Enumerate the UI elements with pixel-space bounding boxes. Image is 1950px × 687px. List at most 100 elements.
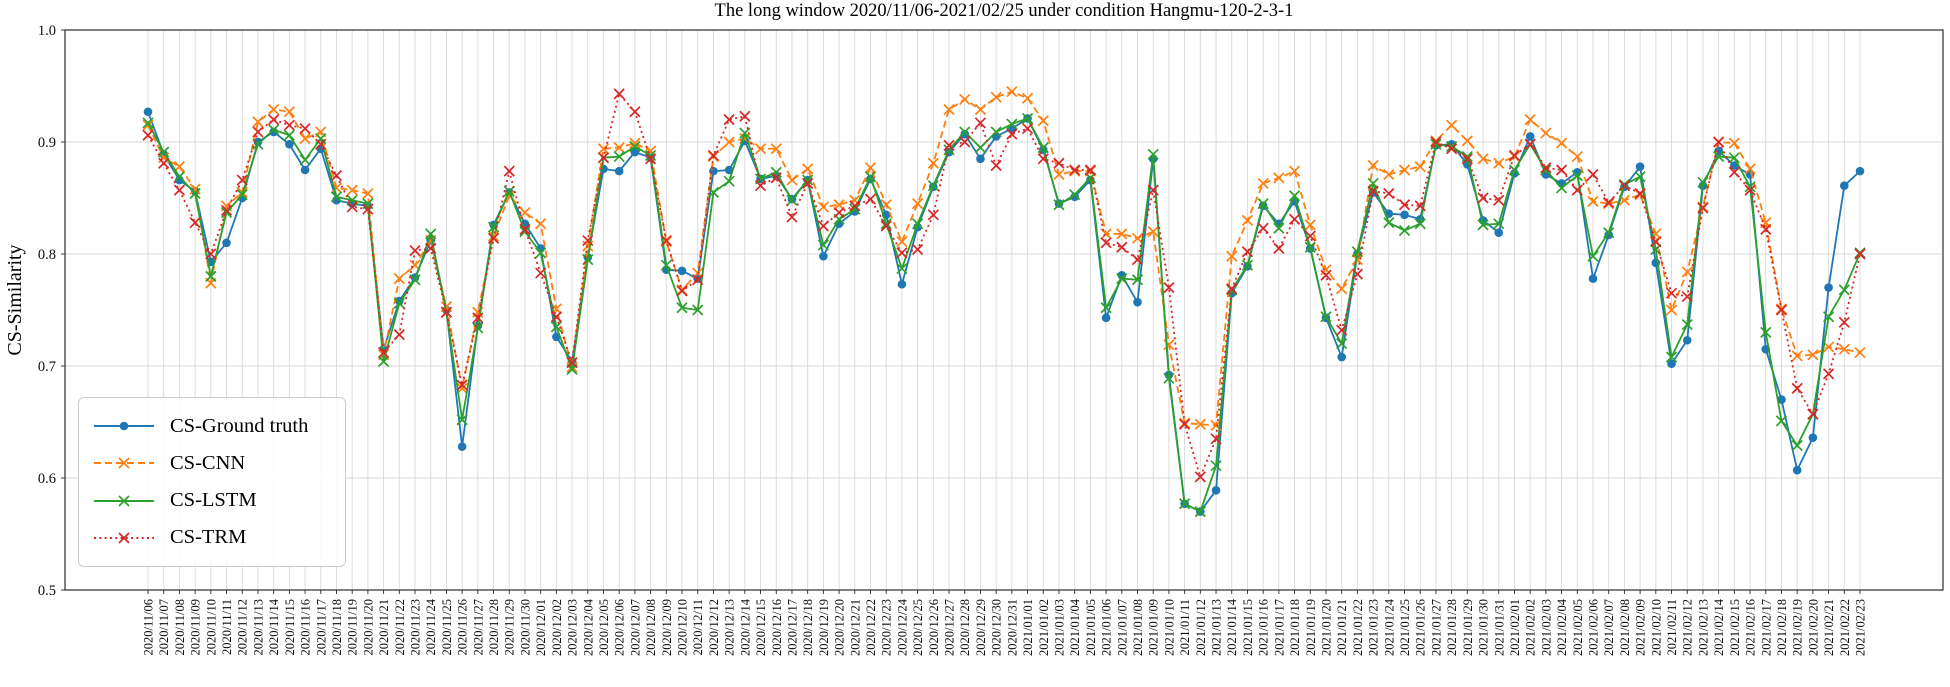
x-tick-label: 2020/12/12 [707, 599, 721, 656]
series-cs-cnn-marker-x [283, 106, 295, 118]
x-tick-label: 2020/11/15 [283, 599, 297, 655]
series-cs-cnn-marker-x [912, 197, 924, 210]
series-cs-cnn-marker-x [487, 230, 500, 242]
series-cs-trm-marker-x [1116, 241, 1128, 253]
series-cs-trm-marker-x [1304, 230, 1316, 242]
series-cs-cnn-marker-x [142, 119, 154, 131]
series-cs-trm-marker-x [1477, 192, 1489, 204]
series-cs-lstm-marker-x [1179, 498, 1191, 510]
x-tick-label: 2020/12/13 [723, 599, 737, 656]
x-tick-label: 2020/12/03 [566, 599, 580, 656]
x-tick-label: 2021/02/20 [1806, 599, 1820, 656]
series-cs-cnn-marker-x [1744, 163, 1756, 175]
series-cs-ground-truth-marker-circle [253, 137, 263, 147]
x-tick-label: 2020/12/05 [597, 599, 611, 656]
series-cs-trm-marker-x [1697, 202, 1709, 214]
series-cs-trm-marker-x [1383, 187, 1395, 200]
series-cs-lstm-marker-x [1351, 246, 1363, 258]
legend-cs-ground-truth-marker-circle [119, 421, 129, 431]
x-tick-label: 2020/11/21 [377, 599, 391, 655]
series-cs-cnn-marker-x [1053, 168, 1065, 181]
x-tick-label: 2020/11/23 [409, 599, 423, 655]
series-cs-lstm-marker-x [1493, 218, 1505, 230]
series-cs-trm-marker-x [456, 379, 468, 391]
series-cs-ground-truth-marker-circle [991, 132, 1001, 141]
series-cs-ground-truth-marker-circle [222, 238, 231, 248]
series-cs-ground-truth-marker-circle [1525, 132, 1535, 141]
series-cs-ground-truth-marker-circle [300, 165, 310, 175]
series-cs-lstm-marker-x [1477, 219, 1489, 231]
series-cs-trm-marker-x [1210, 433, 1222, 445]
series-cs-trm-marker-x [1822, 368, 1835, 380]
x-tick-label: 2021/01/05 [1084, 599, 1098, 656]
series-cs-lstm-marker-x [1665, 351, 1678, 363]
series-cs-lstm-marker-x [880, 218, 892, 230]
series-cs-lstm-marker-x [723, 175, 735, 187]
series-cs-trm-marker-x [833, 206, 845, 219]
plot-border [64, 29, 1944, 591]
x-tick-label: 2021/02/13 [1696, 599, 1710, 656]
series-cs-lstm-marker-x [1744, 181, 1756, 193]
series-cs-trm-marker-x [582, 234, 594, 247]
series-cs-lstm-marker-x [1320, 311, 1332, 323]
x-tick-label: 2021/02/17 [1759, 599, 1773, 656]
axes: 2020/11/06 2020/11/07 2020/11/08 2020/11/09… [38, 23, 1868, 656]
series-cs-ground-truth-marker-circle [1777, 395, 1786, 404]
series-cs-ground-truth-marker-circle [960, 129, 970, 139]
x-tick-label: 2021/01/22 [1351, 599, 1365, 656]
x-tick-label: 2020/12/30 [990, 599, 1004, 656]
series-cs-trm-marker-x [550, 311, 562, 323]
series-cs-lstm [142, 112, 1866, 518]
series-cs-lstm-marker-x [1775, 415, 1788, 427]
series-cs-ground-truth-marker-circle [1792, 465, 1802, 475]
series-cs-cnn-marker-x [1461, 135, 1473, 147]
series-cs-cnn-marker-x [1241, 214, 1254, 227]
x-tick-label: 2021/02/04 [1555, 598, 1569, 656]
series-cs-lstm-marker-x [1383, 217, 1395, 229]
series-cs-cnn-marker-x [1587, 195, 1599, 207]
series-cs-cnn-marker-x [1728, 137, 1740, 149]
x-tick-label: 2021/01/11 [1178, 599, 1192, 655]
series-cs-lstm-marker-x [1634, 171, 1646, 183]
series-cs-trm-marker-x [1807, 408, 1819, 420]
series-cs-cnn-marker-x [613, 141, 625, 154]
x-tick-label: 2021/01/10 [1162, 599, 1176, 656]
series-cs-lstm-marker-x [1446, 140, 1458, 153]
series-cs-trm-marker-x [880, 220, 892, 232]
series-cs-trm-marker-x [1006, 128, 1018, 140]
series-cs-lstm-marker-x [1681, 318, 1693, 331]
series-cs-trm-marker-x [1587, 168, 1599, 181]
series-cs-lstm-marker-x [613, 150, 625, 163]
series-cs-lstm-marker-x [1131, 274, 1144, 286]
series-cs-lstm-marker-x [1116, 273, 1128, 285]
series-cs-lstm-marker-x [707, 186, 720, 199]
y-tick-label: 0.9 [38, 135, 56, 151]
legend-cs-lstm-marker-x [118, 495, 130, 507]
series-cs-trm-marker-x [1320, 269, 1332, 281]
x-tick-label: 2021/01/29 [1461, 599, 1475, 656]
series-cs-lstm-marker-x [1555, 182, 1568, 194]
series-cs-trm-marker-x [959, 136, 971, 148]
x-tick-label: 2021/01/21 [1335, 599, 1349, 656]
series-cs-lstm-marker-x [692, 304, 704, 316]
legend-cs-trm-marker-x [118, 532, 130, 544]
series-cs-cnn-marker-x [1100, 228, 1112, 240]
series-cs-lstm-marker-x [1603, 227, 1615, 239]
series-cs-trm-marker-x [1728, 166, 1740, 178]
series-cs-cnn-marker-x [1446, 119, 1458, 131]
series-cs-trm-marker-x [1179, 418, 1191, 430]
series-cs-trm-marker-x [817, 220, 829, 232]
series-cs-cnn-marker-x [268, 103, 280, 116]
series-cs-cnn-marker-x [1006, 85, 1018, 98]
series-cs-trm-marker-x [660, 234, 672, 247]
series-cs-trm-marker-x [1273, 242, 1285, 255]
series-cs-trm-marker-x [1524, 138, 1536, 150]
series-cs-trm-marker-x [409, 245, 421, 257]
x-tick-label: 2020/11/06 [142, 599, 156, 655]
series-cs-lstm-marker-x [943, 144, 955, 156]
x-tick-label: 2020/12/25 [911, 599, 925, 656]
series-cs-lstm-marker-x [1257, 197, 1269, 210]
series-cs-trm-marker-x [1618, 180, 1631, 192]
x-tick-label: 2020/12/07 [628, 599, 642, 656]
